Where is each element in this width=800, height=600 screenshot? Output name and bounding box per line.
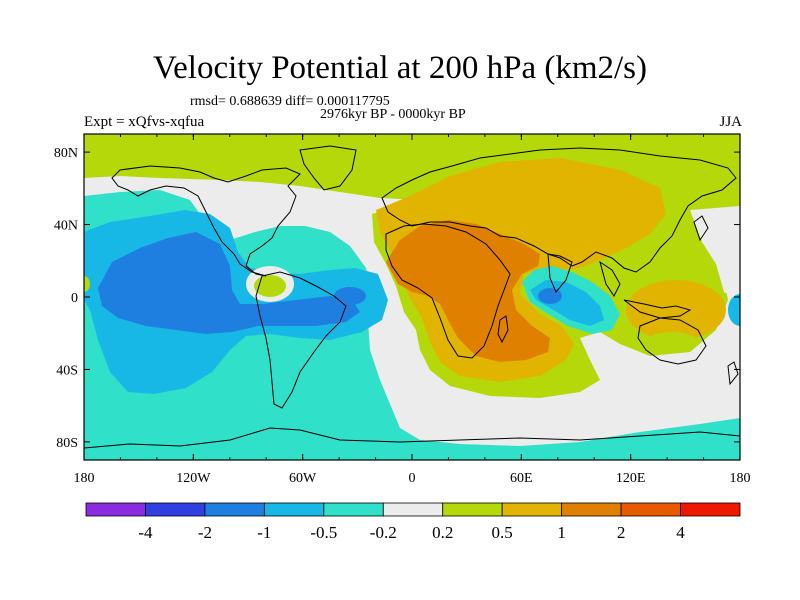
x-tick-label: 0 bbox=[409, 471, 416, 486]
coastline-eurasia bbox=[381, 147, 737, 273]
colorbar-label: 1 bbox=[557, 523, 566, 542]
field-atlantic-blue-core bbox=[334, 287, 366, 305]
colorbar-label: -2 bbox=[198, 523, 212, 542]
colorbar-swatch bbox=[382, 502, 444, 517]
field-indian-ocean-blue bbox=[538, 288, 562, 304]
coastline-africa bbox=[385, 223, 511, 359]
coastline-madagascar bbox=[497, 315, 509, 344]
field-australasia-gold bbox=[626, 280, 726, 340]
field-west-edge-positive bbox=[84, 276, 90, 292]
field-dateline-light-blue bbox=[728, 294, 740, 326]
x-tick-label: 180 bbox=[74, 471, 95, 486]
colorbar: -4 -2 -1 -0.5 -0.2 0.2 0.5 1 2 4 bbox=[85, 502, 741, 542]
x-tick-label: 60W bbox=[289, 471, 317, 486]
velocity-potential-field bbox=[84, 134, 740, 460]
coastlines bbox=[84, 145, 740, 449]
coastline-japan bbox=[693, 215, 709, 242]
y-tick-label: 80N bbox=[54, 146, 78, 161]
y-tick-label: 0 bbox=[71, 291, 78, 306]
colorbar-label: -0.5 bbox=[310, 523, 337, 542]
x-tick-label: 60E bbox=[510, 471, 533, 486]
stats-line: rmsd= 0.688639 diff= 0.000117795 bbox=[190, 94, 390, 109]
y-tick-label: 80S bbox=[56, 436, 78, 451]
colorbar-label: 0.5 bbox=[492, 523, 513, 542]
colorbar-swatch bbox=[442, 502, 503, 517]
colorbar-swatch bbox=[680, 502, 741, 517]
field-antarctic-negative bbox=[84, 190, 740, 460]
colorbar-swatch bbox=[561, 502, 622, 517]
coastline-india bbox=[547, 253, 573, 293]
colorbar-swatch bbox=[620, 502, 681, 517]
colorbar-label: 0.2 bbox=[432, 523, 453, 542]
season-label: JJA bbox=[719, 114, 742, 130]
field-pacific-near-zero bbox=[690, 206, 740, 300]
colorbar-swatch bbox=[85, 502, 146, 517]
coastline-north-america bbox=[111, 165, 301, 277]
colorbar-swatch bbox=[263, 502, 325, 517]
map-ticks: 180 120W 60W 0 60E 120E 180 80N 40N 0 40S 80S bbox=[54, 134, 751, 486]
coastline-antarctica bbox=[84, 427, 740, 449]
colorbar-swatch bbox=[501, 502, 563, 517]
x-tick-label: 180 bbox=[730, 471, 751, 486]
field-pacific-blue bbox=[98, 232, 360, 334]
coastline-greenland bbox=[299, 145, 357, 191]
y-tick-label: 40N bbox=[54, 219, 78, 234]
coastline-new-zealand bbox=[727, 361, 739, 386]
coastline-southeast-asia bbox=[599, 260, 692, 319]
colorbar-label: 2 bbox=[617, 523, 626, 542]
colorbar-swatch bbox=[323, 502, 384, 517]
experiment-label: Expt = xQfvs-xqfua bbox=[84, 114, 205, 130]
map-title: Velocity Potential at 200 hPa (km2/s) bbox=[152, 50, 648, 86]
field-australasia-green bbox=[646, 332, 698, 352]
x-tick-label: 120E bbox=[616, 471, 646, 486]
coastline-australia bbox=[637, 317, 707, 365]
coastline-south-america bbox=[255, 271, 347, 409]
field-central-america-yellow bbox=[254, 275, 286, 297]
colorbar-label: -4 bbox=[138, 523, 153, 542]
colorbar-label: -0.2 bbox=[370, 523, 397, 542]
colorbar-label: 4 bbox=[676, 523, 685, 542]
colorbar-swatch bbox=[204, 502, 265, 517]
colorbar-swatch bbox=[145, 502, 206, 517]
colorbar-label: -1 bbox=[257, 523, 271, 542]
period-label: 2976kyr BP - 0000kyr BP bbox=[320, 107, 466, 122]
x-tick-label: 120W bbox=[176, 471, 211, 486]
y-tick-label: 40S bbox=[56, 363, 78, 378]
field-africa-orange bbox=[386, 220, 550, 362]
